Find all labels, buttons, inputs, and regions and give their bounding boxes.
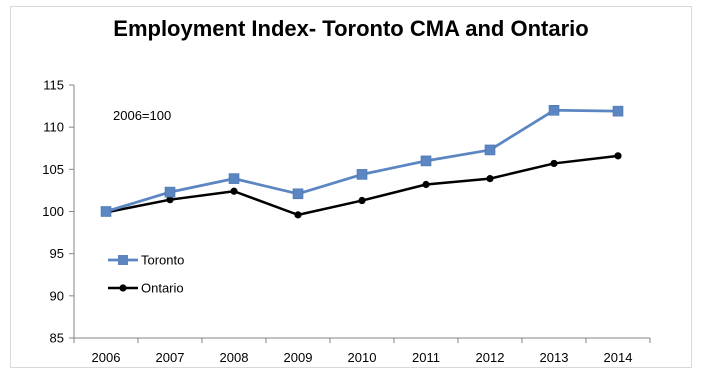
legend-label: Toronto (141, 253, 184, 268)
data-point (548, 105, 560, 116)
data-point (614, 152, 622, 160)
x-tick-label: 2006 (92, 350, 121, 365)
data-point (100, 206, 112, 217)
y-tick-label: 110 (43, 120, 64, 135)
x-tick-label: 2007 (156, 350, 185, 365)
legend-marker (118, 255, 128, 265)
y-tick-label: 95 (50, 246, 64, 261)
data-point (292, 188, 304, 200)
series-layer (100, 105, 624, 219)
legend-label: Ontario (141, 281, 184, 296)
chart-frame (10, 6, 692, 368)
y-tick-label: 100 (42, 204, 64, 219)
data-point (228, 173, 240, 184)
index-annotation: 2006=100 (113, 108, 171, 123)
data-point (294, 211, 302, 219)
chart-axes: 85 90 95 100 105 110 115 2006 2007 2008 2009 2010 20… (42, 78, 651, 365)
data-point (164, 186, 176, 198)
y-tick-label: 105 (42, 162, 64, 177)
y-tick-label: 85 (50, 331, 64, 346)
x-tick-label: 2014 (604, 350, 633, 365)
data-point (166, 196, 174, 204)
data-point (484, 144, 496, 156)
data-point (358, 196, 366, 205)
data-point (550, 159, 558, 168)
data-point (422, 180, 430, 189)
x-tick-label: 2011 (412, 350, 440, 365)
data-point (420, 155, 432, 167)
x-tick-label: 2008 (220, 350, 249, 365)
x-tick-label: 2012 (476, 350, 505, 365)
x-tick-label: 2010 (348, 350, 377, 365)
data-point (230, 187, 238, 195)
legend-item-toronto: Toronto (108, 253, 184, 268)
series-toronto (100, 105, 624, 217)
legend-item-ontario: Ontario (108, 281, 184, 296)
series-ontario (102, 152, 622, 219)
chart-title: Employment Index- Toronto CMA and Ontari… (113, 16, 589, 41)
y-tick-label: 115 (43, 78, 64, 93)
legend-marker (119, 284, 127, 292)
x-tick-label: 2009 (284, 350, 313, 365)
data-point (486, 175, 494, 183)
chart-legend: Toronto Ontario (108, 253, 184, 296)
series-line (105, 154, 619, 217)
data-point (356, 169, 368, 180)
series-line (105, 108, 619, 213)
x-tick-label: 2013 (540, 350, 569, 365)
y-tick-label: 90 (50, 288, 64, 303)
data-point (612, 105, 624, 117)
